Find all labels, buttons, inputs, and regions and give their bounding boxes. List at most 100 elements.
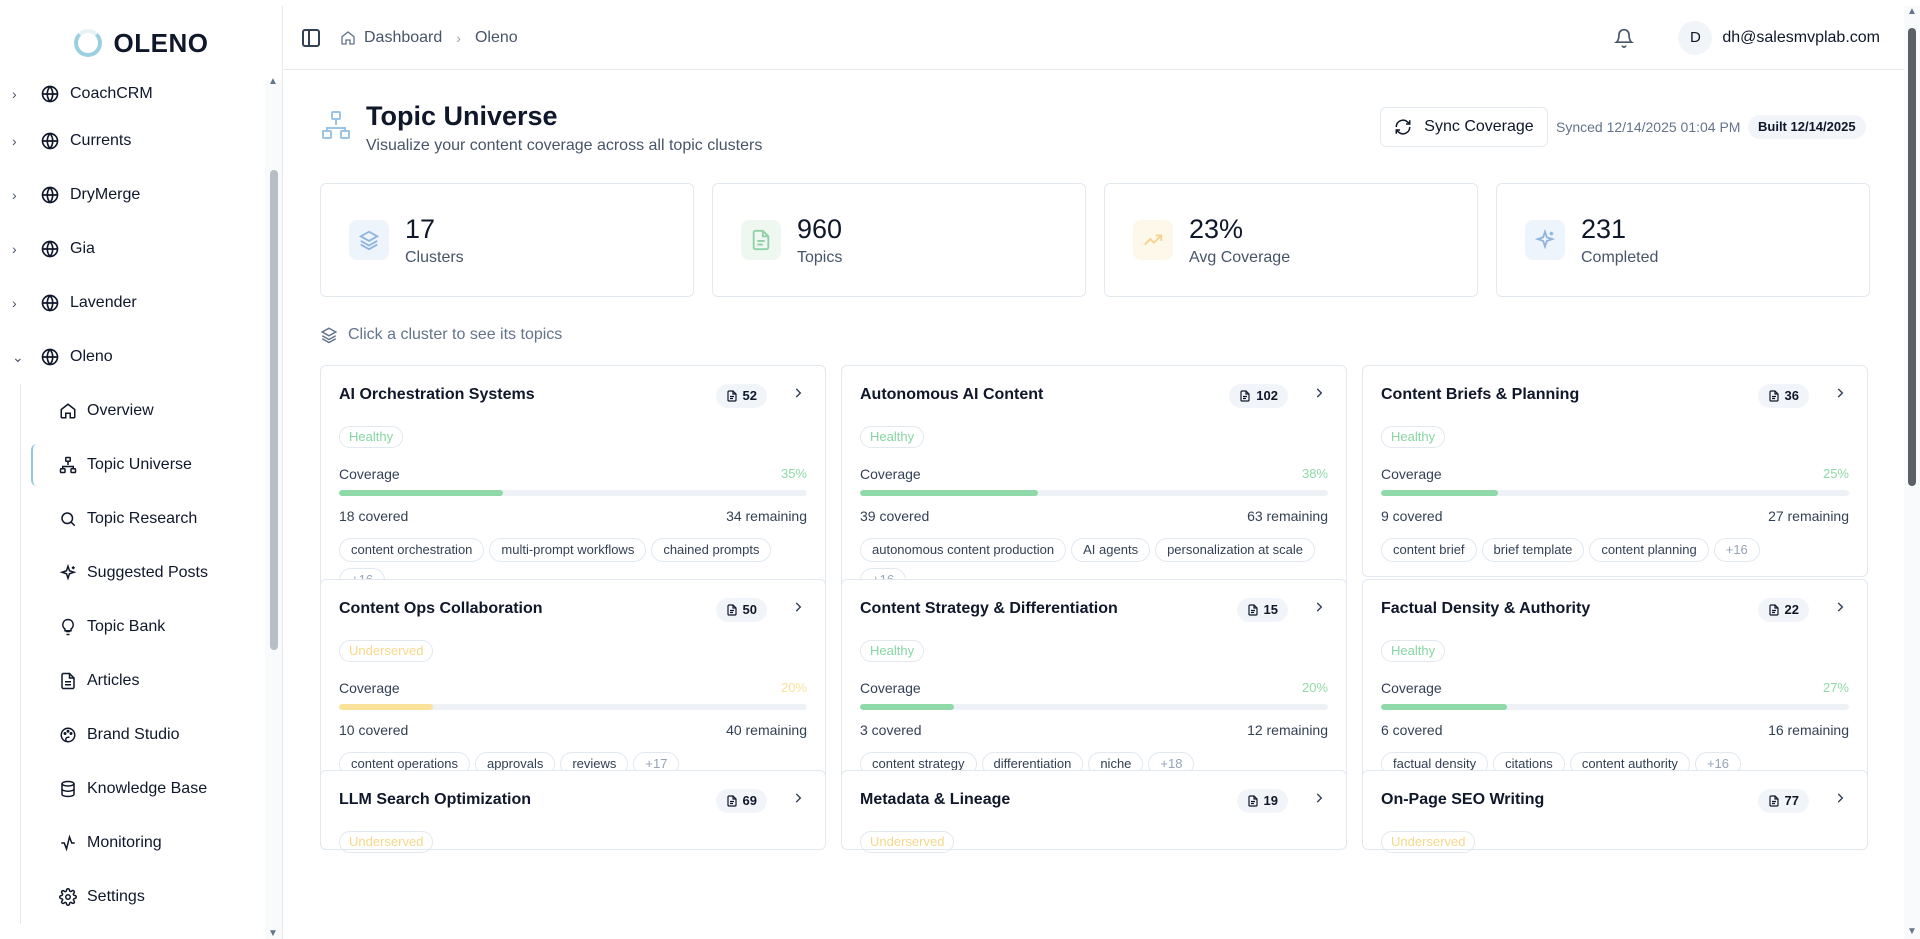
topic-tag: content orchestration (339, 538, 485, 562)
cluster-title: Content Briefs & Planning (1381, 386, 1580, 403)
document-icon (1247, 604, 1258, 616)
page-subtitle: Visualize your content coverage across a… (366, 137, 763, 154)
user-menu[interactable]: D dh@salesmvplab.com (1678, 20, 1880, 55)
coverage-bar-fill (1381, 704, 1508, 710)
main-scrollbar[interactable]: ▲ ▼ (1904, 6, 1920, 939)
topic-count-badge: 50 (715, 598, 767, 622)
sidebar-item-monitoring[interactable]: Monitoring (21, 816, 266, 870)
network-icon (59, 456, 77, 474)
cluster-title: AI Orchestration Systems (339, 386, 535, 403)
topic-count-badge: 19 (1236, 789, 1288, 813)
sidebar-item-settings[interactable]: Settings (21, 870, 266, 924)
coverage-bar-fill (339, 704, 433, 710)
topic-tags: content strategy differentiation niche +18 (860, 752, 1334, 776)
scroll-down-arrow-icon[interactable]: ▼ (268, 928, 278, 939)
sidebar-item-label: Brand Studio (87, 726, 180, 743)
chevron-right-icon[interactable] (791, 791, 805, 805)
cluster-card[interactable]: Content Ops Collaboration 50 Underserved… (320, 579, 826, 791)
sidebar-workspace-drymerge[interactable]: › DryMerge (0, 168, 266, 222)
topic-count-badge: 69 (715, 789, 767, 813)
lightbulb-icon (62, 618, 74, 636)
topic-count: 36 (1784, 388, 1799, 403)
sidebar-item-overview[interactable]: Overview (21, 384, 266, 438)
sidebar-item-topic-research[interactable]: Topic Research (21, 492, 266, 546)
status-badge: Healthy (339, 426, 404, 448)
coverage-percent: 27% (1822, 680, 1849, 695)
chevron-right-icon[interactable]: › (12, 187, 17, 203)
sidebar-toggle-icon[interactable] (302, 28, 320, 47)
app-logo[interactable]: OLENO (0, 6, 282, 80)
cluster-title: Content Ops Collaboration (339, 600, 543, 617)
sidebar-item-brand-studio[interactable]: Brand Studio (21, 708, 266, 762)
stat-card-completed: 231 Completed (1496, 183, 1870, 297)
bell-icon[interactable] (1614, 28, 1635, 48)
sidebar-item-articles[interactable]: Articles (21, 654, 266, 708)
refresh-icon (1395, 119, 1411, 135)
document-icon (1768, 795, 1779, 807)
sidebar-workspace-coachcrm[interactable]: › CoachCRM (0, 80, 266, 114)
sidebar-scrollbar[interactable]: ▲ ▼ (265, 76, 282, 939)
chevron-right-icon[interactable] (1312, 386, 1326, 400)
main-scroll-up-icon[interactable]: ▲ (1907, 6, 1917, 17)
cluster-card[interactable]: LLM Search Optimization 69 Underserved (320, 770, 826, 853)
home-icon (60, 403, 76, 419)
main-scroll-down-icon[interactable]: ▼ (1907, 926, 1917, 937)
document-icon (1768, 390, 1779, 402)
sidebar-item-topic-universe[interactable]: Topic Universe (21, 438, 266, 492)
topic-tag: multi-prompt workflows (489, 538, 647, 562)
coverage-bar (860, 704, 1328, 710)
stat-card-avg-coverage: 23% Avg Coverage (1104, 183, 1478, 297)
cluster-card[interactable]: On-Page SEO Writing 77 Underserved (1362, 770, 1868, 853)
chevron-right-icon[interactable] (1833, 386, 1847, 400)
sidebar-workspace-lavender[interactable]: › Lavender (0, 276, 266, 330)
cluster-card[interactable]: Metadata & Lineage 19 Underserved (841, 770, 1347, 853)
sidebar-workspace-gia[interactable]: › Gia (0, 222, 266, 276)
scroll-up-arrow-icon[interactable]: ▲ (268, 76, 278, 87)
breadcrumb-dashboard[interactable]: Dashboard (364, 28, 443, 46)
built-badge: Built 12/14/2025 (1748, 115, 1866, 139)
chevron-right-icon[interactable] (791, 386, 805, 400)
activity-icon (61, 834, 75, 852)
main-scroll-thumb[interactable] (1908, 28, 1916, 486)
covered-count: 6 covered (1381, 722, 1443, 738)
top-bar: Dashboard › Oleno D dh@salesmvplab.com (284, 6, 1904, 70)
cluster-title: Content Strategy & Differentiation (860, 600, 1118, 617)
sidebar-scroll-thumb[interactable] (270, 170, 278, 650)
chevron-down-icon[interactable]: ⌄ (12, 348, 24, 365)
cluster-card[interactable]: Content Briefs & Planning 36 Healthy Cov… (1362, 365, 1868, 577)
sync-coverage-button[interactable]: Sync Coverage (1380, 107, 1548, 147)
sidebar-workspace-label: Currents (70, 132, 132, 149)
chevron-right-icon[interactable] (1312, 791, 1326, 805)
coverage-label: Coverage (1381, 466, 1442, 482)
topic-count: 50 (742, 602, 757, 617)
logo-ring-icon (73, 29, 102, 57)
document-icon (1247, 795, 1258, 807)
sidebar: OLENO › CoachCRM › Currents › DryMerge ›… (0, 6, 283, 939)
chevron-right-icon[interactable]: › (12, 133, 17, 149)
sidebar-item-suggested-posts[interactable]: Suggested Posts (21, 546, 266, 600)
coverage-bar-fill (860, 490, 1038, 496)
cluster-card[interactable]: AI Orchestration Systems 52 Healthy Cove… (320, 365, 826, 603)
topic-tag: personalization at scale (1155, 538, 1315, 562)
chevron-right-icon[interactable] (1312, 600, 1326, 614)
chevron-right-icon[interactable] (791, 600, 805, 614)
sidebar-workspace-label: CoachCRM (70, 85, 153, 102)
remaining-count: 63 remaining (1247, 508, 1328, 524)
sidebar-item-label: Topic Bank (87, 618, 166, 635)
chevron-right-icon[interactable] (1833, 600, 1847, 614)
remaining-count: 16 remaining (1768, 722, 1849, 738)
chevron-right-icon[interactable] (1833, 791, 1847, 805)
topic-tags: content brief brief template content plann… (1381, 538, 1855, 562)
sidebar-workspace-oleno[interactable]: ⌄ Oleno (0, 330, 266, 384)
cluster-card[interactable]: Content Strategy & Differentiation 15 He… (841, 579, 1347, 791)
sidebar-workspace-currents[interactable]: › Currents (0, 114, 266, 168)
chevron-right-icon[interactable]: › (12, 241, 17, 257)
sidebar-item-label: Topic Research (87, 510, 198, 527)
cluster-card[interactable]: Factual Density & Authority 22 Healthy C… (1362, 579, 1868, 791)
topic-count-badge: 52 (715, 384, 767, 408)
chevron-right-icon[interactable]: › (12, 86, 17, 102)
cluster-card[interactable]: Autonomous AI Content 102 Healthy Covera… (841, 365, 1347, 603)
sidebar-item-topic-bank[interactable]: Topic Bank (21, 600, 266, 654)
chevron-right-icon[interactable]: › (12, 295, 17, 311)
sidebar-item-knowledge-base[interactable]: Knowledge Base (21, 762, 266, 816)
